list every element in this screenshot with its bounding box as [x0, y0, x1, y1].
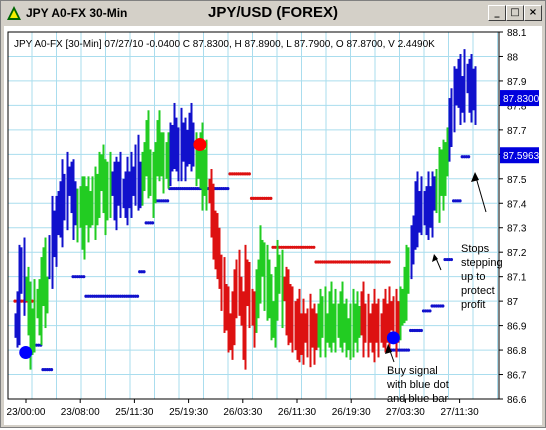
signal-dot: [19, 346, 33, 360]
stops-line-4: protect: [461, 285, 495, 297]
y-tick-label: 86.9: [507, 322, 527, 333]
stop-dot: [269, 196, 273, 200]
y-tick-label: 88.1: [507, 28, 527, 39]
x-tick-label: 26/03:30: [223, 407, 262, 418]
signal-dot: [386, 331, 400, 345]
minimize-button[interactable]: _: [488, 5, 506, 21]
stop-dot: [49, 368, 54, 372]
buy-annotation: Buy signal with blue dot and blue bar: [385, 344, 449, 405]
stop-dot: [312, 245, 316, 249]
axes: 88.18887.987.887.787.687.587.487.387.287…: [7, 28, 540, 418]
plot-frame: [7, 31, 500, 400]
y-tick-label: 87.1: [507, 273, 527, 284]
info-line: JPY A0-FX [30-Min] 07/27/10 -0.0400 C 87…: [14, 39, 435, 50]
buy-line-2: with blue dot: [386, 379, 449, 391]
y-tick-label: 87: [507, 297, 519, 308]
x-tick-label: 26/19:30: [332, 407, 371, 418]
x-tick-label: 26/11:30: [278, 407, 317, 418]
x-tick-label: 23/08:00: [61, 407, 100, 418]
window-title: JPY A0-FX 30-Min: [26, 6, 128, 20]
stops-arrow2-head: [432, 254, 438, 262]
stops-line-2: stepping: [461, 257, 503, 269]
stops-line-3: up to: [461, 271, 485, 283]
y-tick-label: 86.7: [507, 371, 527, 382]
stop-dot: [428, 309, 432, 313]
stop-dot: [247, 172, 251, 176]
x-tick-label: 25/11:30: [115, 407, 154, 418]
stop-dot: [135, 294, 140, 298]
price-label: 87.8300: [503, 94, 540, 105]
chart-area[interactable]: 88.18887.987.887.787.687.587.487.387.287…: [4, 26, 542, 425]
app-triangle-icon: [7, 6, 21, 20]
price-chart: 88.18887.987.887.787.687.587.487.387.287…: [7, 28, 540, 418]
y-tick-label: 87.8: [507, 101, 527, 112]
y-tick-label: 87.4: [507, 199, 527, 210]
stop-dot: [441, 304, 445, 308]
x-tick-label: 27/11:30: [441, 407, 480, 418]
stop-dot: [458, 199, 462, 203]
x-tick-label: 25/19:30: [169, 407, 208, 418]
stop-dot: [419, 328, 423, 333]
stop-dot: [151, 221, 155, 225]
x-tick-label: 23/00:00: [7, 407, 46, 418]
price-label-box: [500, 90, 539, 107]
y-tick-label: 86.6: [507, 395, 527, 406]
stop-dot: [467, 155, 471, 159]
y-tick-label: 87.7: [507, 126, 527, 137]
stop-dot: [449, 257, 454, 262]
stops-line-5: profit: [461, 299, 485, 311]
stop-dot: [166, 199, 170, 203]
price-label-box: [500, 147, 539, 164]
stops-line-1: Stops: [461, 243, 490, 255]
stop-dot: [226, 186, 230, 191]
y-tick-label: 87.5: [507, 175, 527, 186]
buy-line-3: and blue bar: [387, 393, 448, 405]
close-button[interactable]: ×: [524, 5, 542, 21]
y-tick-label: 87.3: [507, 224, 527, 235]
stops-arrow-head: [471, 172, 479, 182]
y-tick-label: 86.8: [507, 346, 527, 357]
y-tick-label: 87.9: [507, 77, 527, 88]
stop-dot: [142, 270, 146, 274]
title-bar[interactable]: JPY A0-FX 30-Min JPY/USD (FOREX) _ □ ×: [2, 2, 544, 24]
price-label: 87.5963: [503, 151, 540, 162]
y-tick-label: 88: [507, 52, 519, 63]
stop-dot: [82, 275, 86, 279]
stop-dot: [406, 348, 411, 352]
price-bars: [14, 49, 477, 370]
stop-dot: [387, 260, 391, 264]
buy-arrow-head: [385, 344, 392, 354]
x-tick-label: 27/03:30: [386, 407, 425, 418]
buy-line-1: Buy signal: [387, 365, 438, 377]
signal-dots: [19, 138, 400, 360]
y-tick-label: 87.2: [507, 248, 527, 259]
signal-dot: [193, 138, 207, 152]
stops-annotation: Stops stepping up to protect profit: [432, 172, 503, 311]
maximize-button[interactable]: □: [506, 5, 524, 21]
